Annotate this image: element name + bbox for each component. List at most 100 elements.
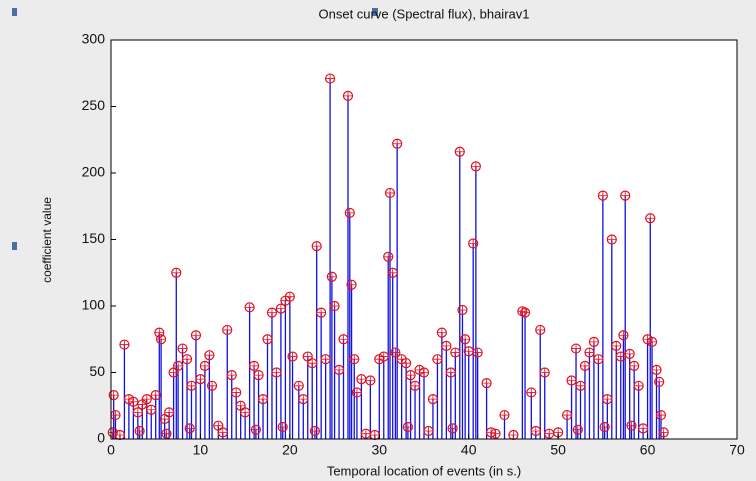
peak-cross	[630, 361, 639, 370]
peak-marker	[326, 271, 337, 282]
peak-marker	[257, 394, 269, 405]
peak-marker	[468, 238, 479, 249]
peak-marker	[447, 423, 458, 434]
peak-marker	[346, 279, 357, 290]
peak-marker	[575, 380, 586, 391]
peak-marker	[309, 425, 320, 437]
peak-marker	[409, 380, 421, 391]
peak-cross	[191, 331, 200, 340]
peak-marker	[161, 428, 172, 439]
peak-cross	[391, 348, 400, 357]
peak-cross	[169, 368, 178, 377]
peak-cross	[509, 431, 518, 440]
peak-marker	[344, 207, 355, 218]
peak-cross	[218, 428, 227, 437]
peak-marker	[134, 425, 145, 437]
peak-cross	[386, 188, 395, 197]
peak-cross	[500, 411, 509, 420]
peak-cross	[245, 303, 254, 312]
peak-marker	[365, 375, 376, 386]
x-tick-label: 10	[193, 442, 209, 458]
peak-cross	[451, 348, 460, 357]
peak-marker	[611, 340, 622, 351]
peak-marker	[445, 367, 456, 378]
x-tick-label: 0	[107, 442, 115, 458]
peak-cross	[278, 423, 287, 432]
y-tick-label: 0	[97, 430, 105, 446]
corner-handle	[12, 242, 17, 250]
peak-cross	[223, 325, 232, 334]
peak-cross	[471, 162, 480, 171]
y-tick-label: 150	[82, 230, 106, 246]
peak-cross	[366, 376, 375, 385]
peak-marker	[593, 354, 604, 365]
peak-marker	[154, 327, 165, 338]
peak-cross	[621, 191, 630, 200]
peak-cross	[652, 365, 661, 374]
peak-marker	[226, 370, 237, 381]
peak-cross	[310, 427, 319, 436]
peak-marker	[526, 387, 537, 398]
peak-cross	[603, 395, 612, 404]
x-tick-label: 20	[282, 442, 298, 458]
peak-cross	[267, 308, 276, 317]
peak-marker	[119, 339, 130, 350]
peak-cross	[227, 371, 236, 380]
peak-marker	[222, 324, 233, 336]
peak-marker	[570, 343, 582, 354]
peak-marker	[271, 367, 282, 378]
peak-marker	[499, 409, 510, 421]
peak-cross	[115, 431, 124, 440]
peak-cross	[317, 308, 326, 317]
peak-marker	[107, 427, 118, 438]
peak-cross	[527, 388, 536, 397]
peak-marker	[626, 420, 637, 431]
peak-marker	[457, 304, 468, 316]
peak-marker	[544, 428, 555, 439]
corner-handle	[12, 8, 17, 16]
peak-marker	[141, 394, 152, 405]
peak-cross	[420, 368, 428, 377]
peak-marker	[298, 394, 309, 405]
peak-cross	[138, 400, 147, 409]
x-axis-label: Temporal location of events (in s.)	[327, 463, 521, 478]
peak-cross	[276, 304, 285, 313]
corner-handle	[372, 8, 378, 16]
peak-cross	[357, 375, 366, 384]
peak-cross	[589, 337, 598, 346]
peak-cross	[108, 428, 117, 437]
peak-marker	[624, 348, 635, 359]
peak-cross	[442, 341, 451, 350]
peak-cross	[335, 365, 344, 374]
peak-cross	[433, 355, 442, 364]
peak-marker	[645, 213, 656, 224]
peak-cross	[111, 411, 120, 420]
peak-cross	[345, 208, 354, 217]
peak-cross	[639, 424, 648, 433]
peak-cross	[185, 424, 194, 433]
peak-marker	[508, 429, 519, 441]
peak-marker	[620, 190, 631, 201]
peak-cross	[403, 423, 412, 432]
peak-cross	[540, 368, 549, 377]
peak-marker	[177, 343, 188, 354]
peak-cross	[607, 235, 616, 244]
peak-cross	[545, 429, 554, 438]
peak-cross	[585, 348, 594, 357]
peak-marker	[108, 390, 119, 401]
peak-marker	[204, 350, 215, 361]
peak-marker	[338, 334, 349, 345]
peak-marker	[146, 404, 157, 415]
x-tick-label: 30	[371, 442, 387, 458]
peak-cross	[402, 359, 411, 368]
peak-cross	[393, 139, 402, 148]
peak-cross	[482, 379, 491, 388]
peak-cross	[428, 395, 437, 404]
peak-cross	[312, 242, 321, 251]
peak-cross	[232, 388, 241, 397]
peak-cross	[174, 361, 183, 370]
x-tick-label: 60	[640, 442, 656, 458]
peak-marker	[275, 303, 287, 314]
peak-marker	[615, 351, 626, 362]
